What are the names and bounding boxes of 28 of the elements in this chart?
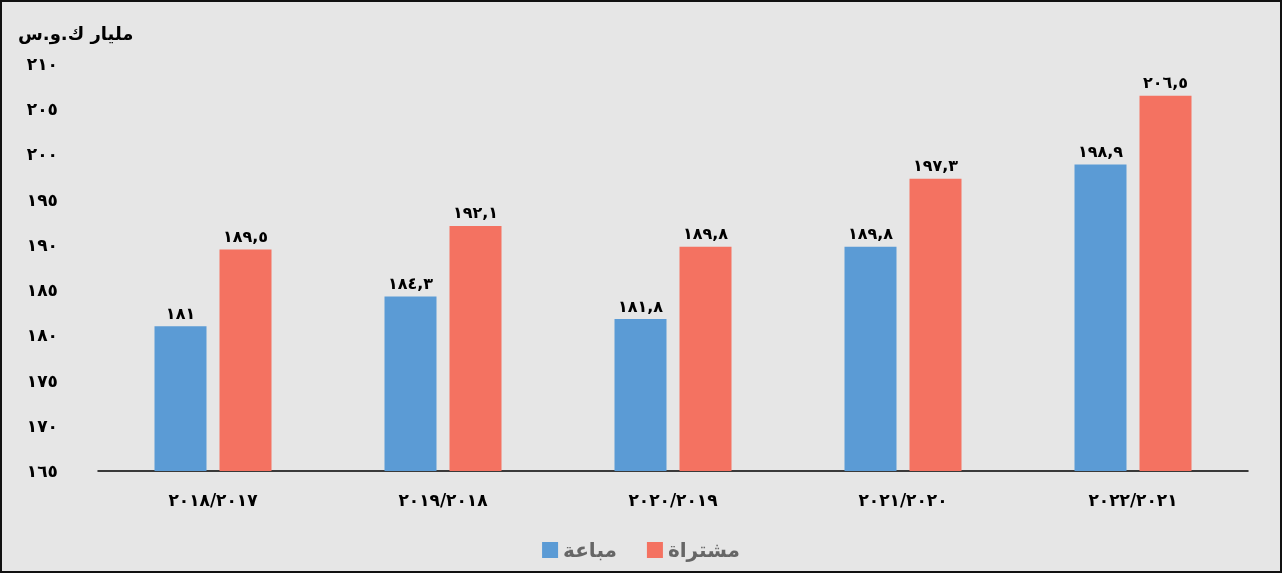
y-tick-label: ١٧٠ [26, 415, 58, 436]
y-axis-title: مليار ك.و.س [18, 22, 134, 45]
x-tick-label: ٢٠٢١/٢٠٢٠ [858, 489, 948, 510]
y-tick-label: ١٨٠ [26, 325, 58, 346]
data-label: ١٨١,٨ [617, 296, 664, 316]
y-tick-label: ١٧٥ [26, 370, 58, 391]
y-tick-label: ٢٠٥ [26, 99, 58, 120]
y-tick-label: ١٦٥ [26, 461, 58, 481]
data-label: ١٨١ [165, 303, 196, 323]
data-label: ١٨٩,٥ [222, 226, 269, 246]
y-tick-label: ١٩٠ [26, 234, 58, 255]
data-label: ١٩٨,٩ [1077, 141, 1124, 161]
data-label: ١٨٩,٨ [847, 224, 894, 244]
data-label: ٢٠٦,٥ [1142, 73, 1189, 93]
x-tick-label: ٢٠١٨/٢٠١٧ [168, 489, 259, 510]
data-label: ١٨٤,٣ [387, 273, 434, 293]
x-tick-label: ٢٠٢٠/٢٠١٩ [628, 489, 719, 510]
data-label: ١٩٢,١ [452, 203, 499, 223]
x-tick-label: ٢٠٢٢/٢٠٢١ [1088, 489, 1178, 510]
y-tick-label: ١٩٥ [26, 189, 58, 210]
legend-label: مباعة [563, 538, 617, 562]
data-label: ١٨٩,٨ [682, 224, 729, 244]
legend-label: مشتراة [667, 538, 740, 562]
y-tick-label: ١٨٥ [26, 280, 58, 301]
x-tick-label: ٢٠١٩/٢٠١٨ [398, 489, 489, 510]
y-tick-label: ٢٠٠ [26, 144, 58, 165]
y-tick-label: ٢١٠ [26, 54, 58, 74]
data-label: ١٩٧,٣ [912, 156, 959, 176]
